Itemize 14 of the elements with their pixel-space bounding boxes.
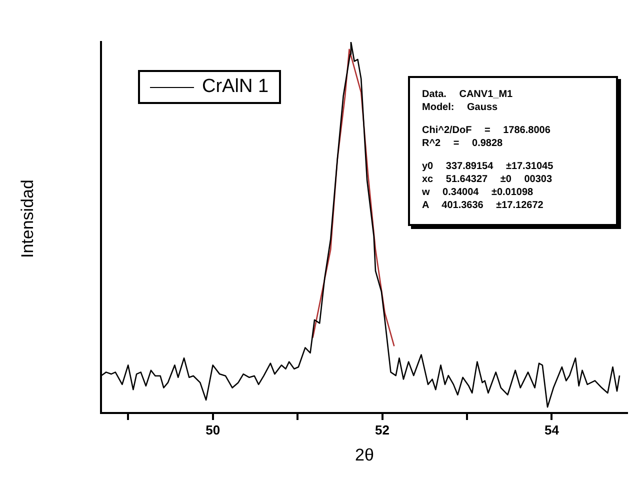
x-tick-label: 52 xyxy=(375,422,390,438)
y-axis-title: Intensidad xyxy=(18,180,38,258)
x-tick-label: 50 xyxy=(206,422,220,438)
annotation: w 0.34004 ±0.01098 xyxy=(422,186,534,199)
x-tick-label: 54 xyxy=(544,422,560,438)
legend-label: CrAlN 1 xyxy=(202,76,269,98)
annotation: xc 51.64327 ±0 00303 xyxy=(422,173,554,186)
annotation: Chi^2/DoF = 1786.8006 xyxy=(422,124,552,137)
annotation: R^2 = 0.9828 xyxy=(422,137,504,150)
annotation: y0 337.89154 ±17.31045 xyxy=(422,160,554,173)
annotation: A 401.3636 ±17.12672 xyxy=(422,199,544,212)
x-axis-title: 2θ xyxy=(355,445,374,464)
annotation: Model: Gauss xyxy=(422,101,499,114)
annotation: Data. CANV1_M1 xyxy=(422,88,514,101)
